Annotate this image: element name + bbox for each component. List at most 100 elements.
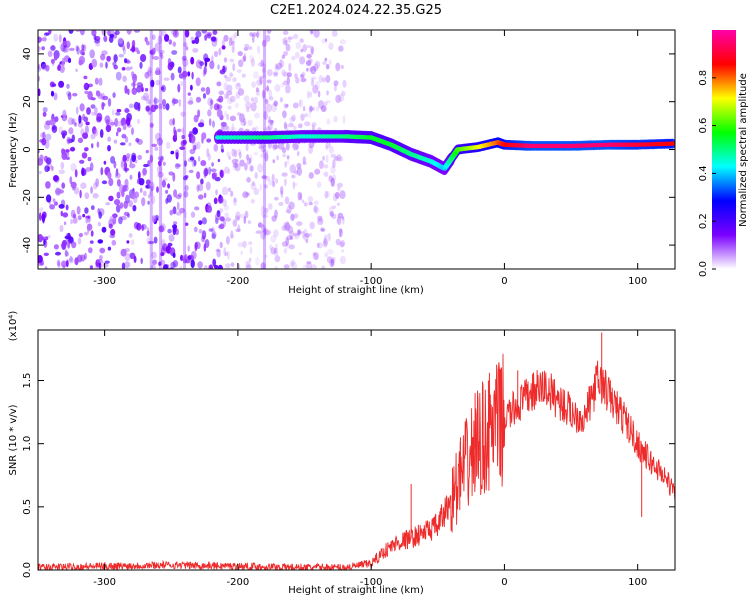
- noise-speck: [254, 126, 259, 132]
- noise-speck: [91, 58, 98, 68]
- noise-speck: [45, 194, 52, 203]
- noise-speck: [173, 221, 178, 225]
- noise-speck: [76, 46, 80, 55]
- noise-speck: [115, 111, 121, 116]
- noise-speck: [289, 230, 295, 237]
- noise-speck: [323, 171, 329, 177]
- noise-speck: [83, 231, 89, 236]
- noise-speck: [45, 181, 51, 189]
- noise-speck: [249, 32, 254, 37]
- noise-speck: [267, 142, 272, 149]
- noise-speck: [232, 63, 236, 72]
- noise-speck: [61, 152, 68, 160]
- noise-speck: [148, 240, 155, 245]
- noise-speck: [225, 263, 231, 269]
- noise-speck: [145, 106, 151, 112]
- noise-speck: [152, 56, 160, 60]
- noise-speck: [228, 187, 232, 192]
- noise-speck: [309, 91, 313, 98]
- noise-speck: [322, 155, 325, 161]
- noise-speck: [231, 44, 235, 54]
- noise-speck: [126, 41, 130, 50]
- noise-speck: [339, 241, 345, 248]
- noise-speck: [317, 218, 324, 226]
- noise-speck: [220, 121, 227, 127]
- noise-speck: [100, 53, 106, 61]
- y-tick-label: 40: [22, 48, 33, 61]
- noise-speck: [245, 192, 250, 197]
- noise-speck: [121, 67, 126, 71]
- noise-speck: [342, 79, 347, 88]
- noise-speck: [226, 151, 231, 158]
- noise-speck: [213, 103, 220, 111]
- noise-speck: [103, 160, 107, 165]
- noise-speck: [309, 105, 313, 113]
- noise-speck: [97, 221, 102, 227]
- noise-speck: [309, 221, 315, 230]
- noise-speck: [81, 152, 88, 159]
- noise-speck: [264, 207, 269, 214]
- noise-speck: [249, 165, 254, 172]
- noise-speck: [313, 200, 319, 206]
- noise-speck: [53, 33, 58, 42]
- spectrogram-y-label: Frequency (Hz): [8, 112, 19, 188]
- noise-speck: [41, 46, 45, 51]
- noise-speck: [255, 230, 262, 234]
- noise-speck: [311, 65, 316, 71]
- noise-speck: [237, 224, 241, 233]
- noise-speck: [292, 181, 295, 190]
- noise-speck: [337, 94, 345, 102]
- noise-speck: [194, 241, 201, 250]
- noise-speck: [255, 87, 260, 93]
- noise-speck: [218, 47, 222, 56]
- noise-speck: [244, 162, 248, 171]
- noise-speck: [197, 261, 203, 269]
- x-tick-label: -200: [227, 276, 250, 287]
- noise-speck: [250, 58, 255, 67]
- noise-speck: [157, 156, 164, 161]
- noise-speck: [207, 153, 211, 161]
- noise-speck: [124, 185, 129, 192]
- noise-speck: [70, 219, 73, 225]
- noise-speck: [176, 201, 180, 211]
- noise-speck: [65, 47, 70, 53]
- noise-speck: [270, 247, 276, 255]
- noise-speck: [315, 106, 319, 112]
- noise-speck: [109, 121, 116, 126]
- noise-speck: [204, 265, 208, 269]
- noise-speck: [44, 32, 50, 36]
- noise-speck: [308, 111, 312, 119]
- noise-speck: [209, 60, 215, 70]
- noise-speck: [234, 149, 238, 158]
- noise-speck: [249, 246, 253, 255]
- noise-speck: [288, 244, 295, 250]
- noise-speck: [238, 151, 242, 159]
- noise-speck: [274, 84, 281, 92]
- noise-speck: [208, 166, 212, 175]
- noise-speck: [316, 242, 320, 248]
- noise-speck: [82, 213, 86, 218]
- noise-streak: [183, 30, 187, 269]
- noise-speck: [172, 260, 179, 268]
- noise-speck: [109, 216, 115, 222]
- noise-speck: [192, 127, 199, 135]
- noise-speck: [129, 163, 136, 169]
- spectrogram-y-ticks: -40 -20 0 20 40: [22, 48, 675, 253]
- noise-speck: [302, 106, 306, 112]
- snr-marks: [38, 332, 675, 570]
- noise-speck: [132, 205, 137, 212]
- noise-speck: [181, 255, 187, 261]
- noise-speck: [265, 126, 271, 132]
- noise-speck: [160, 54, 164, 60]
- noise-speck: [248, 157, 252, 164]
- noise-speck: [316, 181, 322, 188]
- noise-speck: [296, 162, 302, 170]
- noise-speck: [288, 122, 294, 128]
- noise-speck: [51, 125, 58, 133]
- noise-speck: [38, 66, 42, 72]
- noise-speck: [318, 74, 323, 84]
- noise-speck: [83, 75, 88, 80]
- noise-speck: [121, 262, 126, 269]
